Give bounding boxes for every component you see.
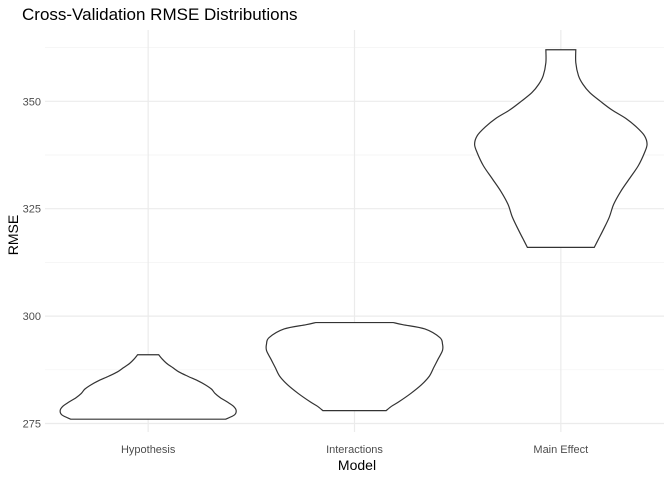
violin-layer — [59, 49, 648, 420]
violin-interactions — [265, 321, 444, 412]
y-tick-label: 275 — [23, 419, 41, 431]
y-tick-label: 350 — [23, 96, 41, 108]
x-tick-label: Interactions — [326, 444, 383, 456]
y-axis-title: RMSE — [5, 215, 21, 255]
x-axis-tick-labels: Hypothesis Interactions Main Effect — [121, 444, 588, 456]
x-tick-label: Main Effect — [533, 444, 588, 456]
violin-main-effect — [473, 49, 648, 248]
x-axis-title: Model — [338, 457, 376, 473]
chart-title: Cross-Validation RMSE Distributions — [22, 5, 298, 24]
y-axis-tick-labels: 275 300 325 350 — [23, 96, 41, 430]
x-tick-label: Hypothesis — [121, 444, 176, 456]
y-tick-label: 325 — [23, 204, 41, 216]
violin-hypothesis — [59, 354, 237, 420]
y-tick-label: 300 — [23, 311, 41, 323]
